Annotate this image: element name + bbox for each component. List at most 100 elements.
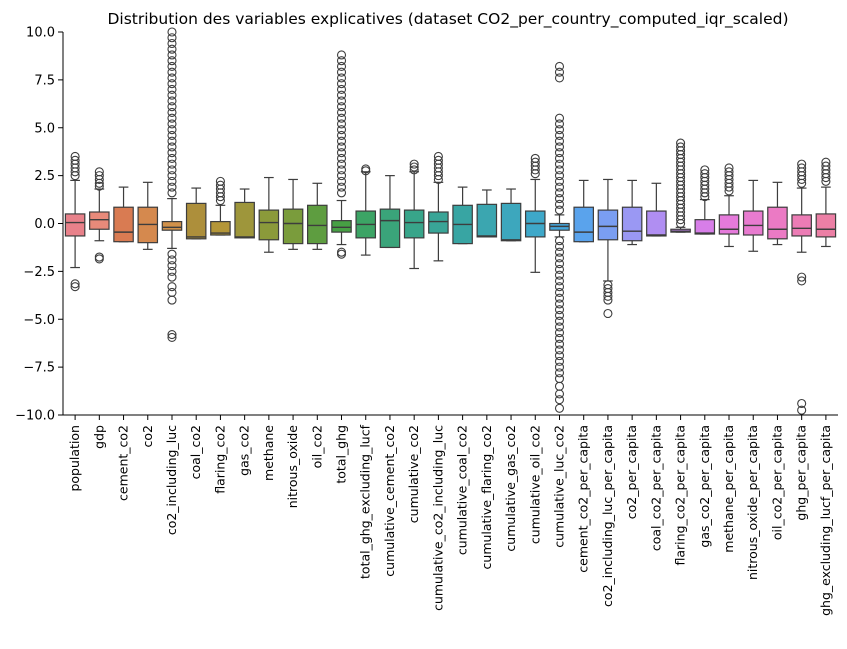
box-co2_including_luc_per_capita xyxy=(597,178,619,319)
x-tick-label: cumulative_co2_including_luc xyxy=(430,425,445,611)
iqr-box xyxy=(307,204,328,245)
outlier-point xyxy=(167,287,177,297)
y-tick-label: 0.0 xyxy=(34,217,55,232)
iqr-box xyxy=(694,219,716,235)
outlier-point xyxy=(554,188,565,198)
outlier-point xyxy=(530,169,540,179)
outlier-point xyxy=(821,172,831,183)
outlier-point xyxy=(167,332,177,342)
outlier-point xyxy=(94,252,104,262)
outlier-point xyxy=(336,107,347,117)
iqr-box xyxy=(621,206,643,242)
outlier-point xyxy=(167,255,177,265)
y-axis: −10.0 −7.5 −5.0 −2.5 0.0 2.5 5.0 7.5 10.0 xyxy=(15,26,64,424)
iqr-box xyxy=(89,211,110,230)
outlier-point xyxy=(167,171,177,181)
box-total_ghg_excluding_lucf xyxy=(355,164,377,256)
x-tick-label: population xyxy=(67,425,82,492)
iqr-box xyxy=(210,220,231,236)
x-tick-label: coal_co2_per_capita xyxy=(648,425,663,551)
outlier-point xyxy=(700,192,710,202)
outlier-point xyxy=(554,381,565,391)
x-tick-label: nitrous_oxide xyxy=(285,425,300,509)
outlier-point xyxy=(167,79,177,89)
outlier-point xyxy=(554,247,565,257)
outlier-point xyxy=(167,84,177,94)
outlier-point xyxy=(336,125,347,135)
x-tick-label: methane_per_capita xyxy=(721,425,736,553)
box-cumulative_co2_including_luc xyxy=(428,151,449,262)
outlier-point xyxy=(336,153,347,163)
outlier-point xyxy=(676,218,686,229)
box-coal_co2 xyxy=(185,187,207,240)
box-gdp xyxy=(89,167,110,264)
box-nitrous_oxide xyxy=(282,178,304,250)
box-oil_co2 xyxy=(307,182,328,250)
outlier-point xyxy=(361,166,371,176)
x-tick-label: cumulative_oil_co2 xyxy=(527,425,542,544)
outlier-point xyxy=(554,339,565,349)
outlier-point xyxy=(409,159,419,169)
outlier-point xyxy=(554,276,565,286)
outlier-point xyxy=(554,287,565,297)
outlier-point xyxy=(554,148,565,158)
outlier-point xyxy=(336,249,347,259)
outlier-point xyxy=(409,162,419,172)
x-tick-label: cumulative_gas_co2 xyxy=(503,425,518,552)
iqr-box xyxy=(767,206,788,240)
outlier-point xyxy=(336,165,347,175)
x-tick-label: cumulative_co2 xyxy=(406,425,421,523)
x-tick-label: cumulative_cement_co2 xyxy=(382,425,397,577)
x-tick-label: oil_co2_per_capita xyxy=(769,425,784,540)
boxes-layer xyxy=(64,27,837,415)
outlier-point xyxy=(167,96,177,106)
outlier-point xyxy=(336,171,347,181)
outlier-point xyxy=(554,374,565,384)
box-cumulative_luc_co2 xyxy=(549,61,570,413)
outlier-point xyxy=(167,38,177,49)
y-tick-label: −5.0 xyxy=(23,313,55,328)
box-nitrous_oxide_per_capita xyxy=(742,179,764,252)
outlier-point xyxy=(167,159,177,169)
outlier-point xyxy=(167,188,177,198)
x-tick-label: ghg_per_capita xyxy=(794,425,809,521)
outlier-point xyxy=(797,174,807,185)
outlier-point xyxy=(336,56,347,66)
outlier-point xyxy=(167,67,177,77)
outlier-point xyxy=(336,130,347,140)
x-tick-label: cumulative_luc_co2 xyxy=(551,425,566,548)
outlier-point xyxy=(797,276,807,286)
outlier-point xyxy=(167,176,177,186)
x-tick-label: total_ghg xyxy=(334,425,349,484)
x-tick-label: ghg_excluding_lucf_per_capita xyxy=(818,425,833,616)
outlier-point xyxy=(167,165,177,175)
outlier-point xyxy=(167,56,177,66)
outlier-point xyxy=(554,403,565,413)
box-co2_including_luc xyxy=(161,27,183,342)
x-tick-label: coal_co2 xyxy=(188,425,203,479)
outlier-point xyxy=(167,73,177,83)
outlier-point xyxy=(554,368,565,378)
box-ghg_per_capita xyxy=(791,159,812,415)
y-tick-label: 10.0 xyxy=(26,26,55,41)
iqr-box xyxy=(64,213,86,237)
iqr-box xyxy=(718,214,740,235)
iqr-box xyxy=(379,208,401,249)
outlier-point xyxy=(554,395,565,405)
y-tick-label: −2.5 xyxy=(23,265,55,280)
outlier-point xyxy=(554,293,565,303)
outlier-point xyxy=(336,96,347,106)
box-cumulative_gas_co2 xyxy=(500,188,522,242)
outlier-point xyxy=(336,159,347,169)
outlier-point xyxy=(554,136,565,146)
outlier-point xyxy=(167,102,177,112)
outlier-point xyxy=(554,299,565,309)
iqr-box xyxy=(331,220,352,233)
outlier-point xyxy=(336,148,347,158)
outlier-point xyxy=(167,261,177,271)
outlier-point xyxy=(167,44,177,54)
box-cumulative_oil_co2 xyxy=(524,153,546,273)
outlier-point xyxy=(336,67,347,77)
y-tick-label: −7.5 xyxy=(23,361,55,376)
outlier-point xyxy=(554,362,565,372)
